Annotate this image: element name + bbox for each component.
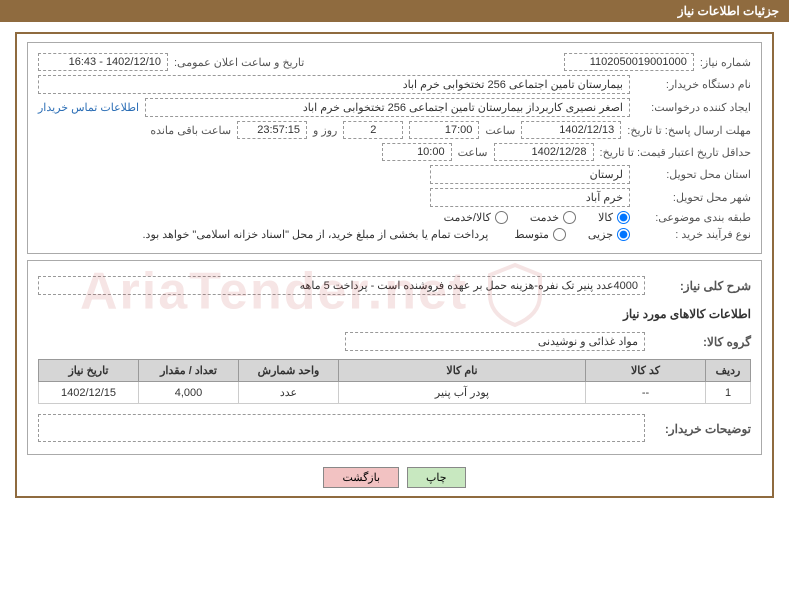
validity-time: 10:00 — [382, 143, 452, 161]
back-button[interactable]: بازگشت — [323, 467, 399, 488]
radio-kala[interactable]: کالا — [598, 211, 630, 224]
days-word: روز و — [313, 124, 337, 137]
radio-motavaset-input[interactable] — [553, 228, 566, 241]
time-word-2: ساعت — [458, 146, 488, 159]
items-table: ردیف کد کالا نام کالا واحد شمارش تعداد /… — [38, 359, 751, 404]
province-label: استان محل تحویل: — [636, 168, 751, 181]
cell-date: 1402/12/15 — [39, 382, 139, 404]
items-header: اطلاعات کالاهای مورد نیاز — [38, 307, 751, 321]
col-name: نام کالا — [339, 360, 586, 382]
radio-kala-input[interactable] — [617, 211, 630, 224]
table-row: 1--پودر آب پنیرعدد4,0001402/12/15 — [39, 382, 751, 404]
contact-link[interactable]: اطلاعات تماس خریدار — [38, 101, 139, 114]
announce-value: 1402/12/10 - 16:43 — [38, 53, 168, 71]
countdown: 23:57:15 — [237, 121, 307, 139]
group-label: گروه کالا: — [651, 335, 751, 349]
buyer-notes-box — [38, 414, 645, 442]
radio-khedmat[interactable]: خدمت — [530, 211, 576, 224]
print-button[interactable]: چاپ — [407, 467, 466, 488]
col-qty: تعداد / مقدار — [139, 360, 239, 382]
class-label: طبقه بندی موضوعی: — [636, 211, 751, 224]
radio-both[interactable]: کالا/خدمت — [444, 211, 508, 224]
province-value: لرستان — [430, 165, 630, 184]
group-value: مواد غذائی و نوشیدنی — [345, 332, 645, 351]
desc-value: 4000عدد پنیر تک نفره-هزینه حمل بر عهده ف… — [38, 276, 645, 295]
announce-label: تاریخ و ساعت اعلان عمومی: — [174, 56, 304, 69]
payment-note: پرداخت تمام یا بخشی از مبلغ خرید، از محل… — [143, 228, 489, 241]
col-code: کد کالا — [586, 360, 706, 382]
validity-date: 1402/12/28 — [494, 143, 594, 161]
cell-unit: عدد — [239, 382, 339, 404]
page-title-bar: جزئیات اطلاعات نیاز — [0, 0, 789, 22]
page-title: جزئیات اطلاعات نیاز — [678, 4, 779, 18]
requester-value: اصغر نصیری کاربرداز بیمارستان تامین اجتم… — [145, 98, 630, 117]
cell-code: -- — [586, 382, 706, 404]
footer-buttons: چاپ بازگشت — [27, 461, 762, 492]
main-panel: شماره نیاز: 1102050019001000 تاریخ و ساع… — [15, 32, 774, 498]
buyer-notes-label: توضیحات خریدار: — [651, 422, 751, 436]
col-date: تاریخ نیاز — [39, 360, 139, 382]
deadline-label: مهلت ارسال پاسخ: تا تاریخ: — [627, 124, 751, 137]
buyer-label: نام دستگاه خریدار: — [636, 78, 751, 91]
radio-both-input[interactable] — [495, 211, 508, 224]
need-no-label: شماره نیاز: — [700, 56, 751, 69]
radio-jozee-input[interactable] — [617, 228, 630, 241]
validity-label: حداقل تاریخ اعتبار قیمت: تا تاریخ: — [600, 146, 751, 159]
deadline-date: 1402/12/13 — [521, 121, 621, 139]
requester-label: ایجاد کننده درخواست: — [636, 101, 751, 114]
details-panel: شماره نیاز: 1102050019001000 تاریخ و ساع… — [27, 42, 762, 254]
days-remaining: 2 — [343, 121, 403, 139]
description-panel: شرح کلی نیاز: 4000عدد پنیر تک نفره-هزینه… — [27, 260, 762, 455]
city-value: خرم آباد — [430, 188, 630, 207]
buyer-value: بیمارستان تامین اجتماعی 256 تختخوابی خرم… — [38, 75, 630, 94]
cell-name: پودر آب پنیر — [339, 382, 586, 404]
time-word-1: ساعت — [485, 124, 515, 137]
deadline-time: 17:00 — [409, 121, 479, 139]
col-row: ردیف — [706, 360, 751, 382]
need-no-value: 1102050019001000 — [564, 53, 694, 71]
col-unit: واحد شمارش — [239, 360, 339, 382]
radio-khedmat-input[interactable] — [563, 211, 576, 224]
buy-type-label: نوع فرآیند خرید : — [636, 228, 751, 241]
radio-jozee[interactable]: جزیی — [588, 228, 630, 241]
city-label: شهر محل تحویل: — [636, 191, 751, 204]
remain-word: ساعت باقی مانده — [150, 124, 231, 137]
radio-motavaset[interactable]: متوسط — [514, 228, 566, 241]
cell-qty: 4,000 — [139, 382, 239, 404]
cell-row: 1 — [706, 382, 751, 404]
desc-label: شرح کلی نیاز: — [651, 279, 751, 293]
